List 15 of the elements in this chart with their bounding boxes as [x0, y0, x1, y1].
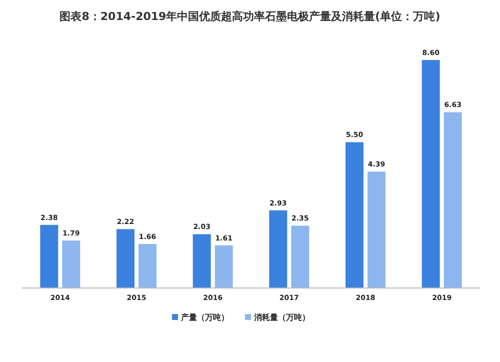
legend-label: 消耗量（万吨） — [253, 313, 310, 322]
bar — [138, 244, 156, 288]
legend-label: 产量（万吨） — [180, 313, 229, 322]
bar — [291, 226, 310, 288]
bar — [422, 60, 440, 288]
bar — [269, 210, 288, 288]
bar — [62, 240, 80, 288]
bar — [368, 172, 386, 288]
bar — [346, 142, 364, 288]
bar — [192, 234, 211, 288]
bar — [116, 229, 134, 288]
chart-title: 图表8：2014-2019年中国优质超高功率石墨电极产量及消耗量(单位：万吨) — [60, 10, 440, 23]
bar — [444, 112, 462, 288]
bar — [214, 245, 233, 288]
bar — [40, 224, 58, 288]
